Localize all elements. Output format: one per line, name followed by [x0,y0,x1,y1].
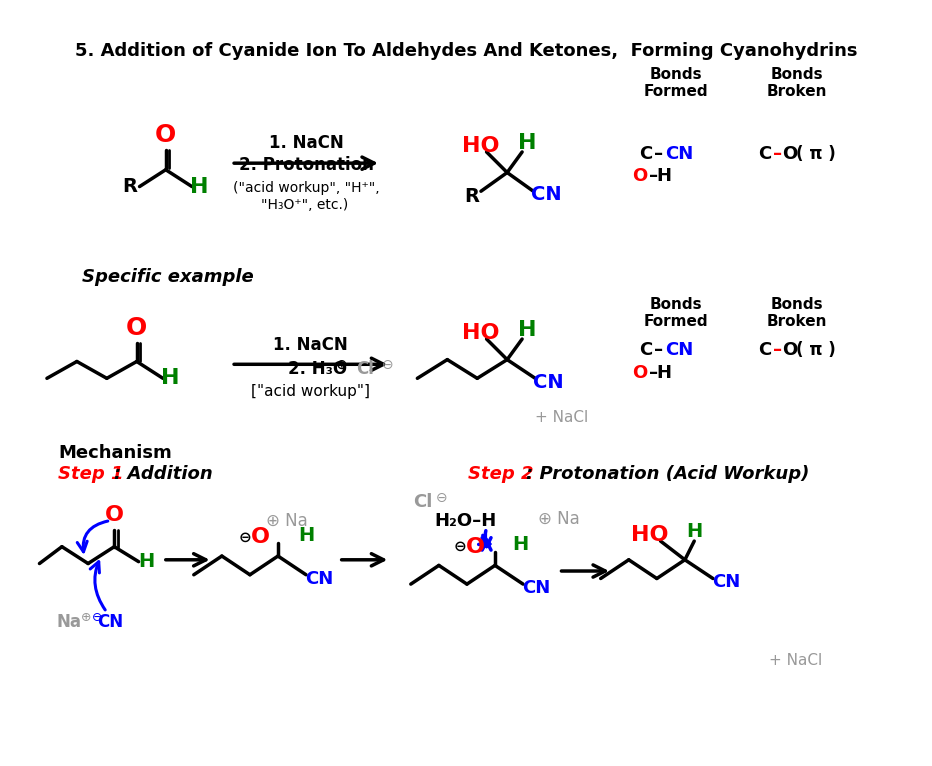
Text: ⊖: ⊖ [454,539,467,554]
Text: ("acid workup", "H⁺",: ("acid workup", "H⁺", [233,182,379,195]
Text: + NaCl: + NaCl [769,653,822,668]
Text: CN: CN [665,342,693,359]
Text: Bonds
Formed: Bonds Formed [643,67,707,99]
Text: CN: CN [533,372,564,391]
Text: O: O [466,537,485,557]
Text: Specific example: Specific example [81,268,254,286]
Text: O: O [632,364,648,381]
Text: : Addition: : Addition [115,465,213,483]
Text: 2. Protonation: 2. Protonation [239,156,374,174]
Text: 1. NaCN: 1. NaCN [273,336,348,354]
Text: H: H [190,177,209,197]
Text: : Protonation (Acid Workup): : Protonation (Acid Workup) [526,465,809,483]
Text: H₂O–H: H₂O–H [434,512,496,529]
Text: O: O [782,342,797,359]
Text: HO: HO [631,525,668,545]
Text: ( π ): ( π ) [796,145,836,163]
Text: H: H [138,552,154,571]
Text: O: O [155,123,176,147]
Text: C: C [758,145,771,163]
Text: 2. H₃O: 2. H₃O [288,360,348,378]
Text: O: O [104,505,124,525]
Text: Bonds
Broken: Bonds Broken [767,296,828,329]
Text: CN: CN [712,573,740,591]
Text: O: O [632,167,648,185]
Text: O: O [782,145,797,163]
Text: 5. Addition of Cyanide Ion To Aldehydes And Ketones,  Forming Cyanohydrins: 5. Addition of Cyanide Ion To Aldehydes … [75,42,857,60]
Text: O: O [251,527,269,548]
Text: R: R [123,177,138,196]
Text: Cl: Cl [356,360,374,378]
Text: C: C [639,145,652,163]
Text: –: – [773,145,782,163]
Text: ⊖: ⊖ [239,530,252,545]
Text: H: H [518,133,537,152]
Text: ⊖: ⊖ [92,611,103,624]
Text: C: C [639,342,652,359]
Text: Bonds
Broken: Bonds Broken [767,67,828,99]
Text: + NaCl: + NaCl [535,410,588,425]
Text: 1. NaCN: 1. NaCN [268,133,343,152]
Text: Step 2: Step 2 [468,465,533,483]
Text: CN: CN [305,569,334,588]
Text: O: O [126,316,147,340]
Text: Step 1: Step 1 [58,465,124,483]
Text: H: H [686,522,703,542]
Text: Mechanism: Mechanism [58,444,171,462]
Text: –: – [649,364,658,381]
Text: CN: CN [665,145,693,163]
Text: Na: Na [57,613,82,630]
Text: H: H [518,319,537,339]
Text: –: – [773,342,782,359]
Text: H: H [512,535,528,555]
Text: ⊕ Na: ⊕ Na [538,509,580,528]
Text: ⊕ Na: ⊕ Na [267,512,308,529]
Text: R: R [464,188,479,206]
Text: –: – [654,342,664,359]
Text: ⊖: ⊖ [381,358,393,372]
Text: ⊕: ⊕ [336,358,348,372]
Text: Bonds
Formed: Bonds Formed [643,296,707,329]
Text: CN: CN [531,185,562,205]
Text: CN: CN [98,613,124,630]
Text: ["acid workup"]: ["acid workup"] [252,384,370,399]
Text: ( π ): ( π ) [796,342,836,359]
Text: HO: HO [462,323,500,343]
Text: –: – [649,167,658,185]
Text: –: – [654,145,664,163]
Text: H: H [298,526,314,545]
Text: CN: CN [522,579,550,597]
Text: H: H [657,167,672,185]
Text: ⊕: ⊕ [81,611,91,624]
Text: H: H [161,368,180,388]
Text: ⊖: ⊖ [436,491,447,505]
Text: "H₃O⁺", etc.): "H₃O⁺", etc.) [261,198,348,212]
Text: HO: HO [462,136,500,156]
Text: H: H [657,364,672,381]
Text: Cl: Cl [413,493,432,511]
Text: C: C [758,342,771,359]
